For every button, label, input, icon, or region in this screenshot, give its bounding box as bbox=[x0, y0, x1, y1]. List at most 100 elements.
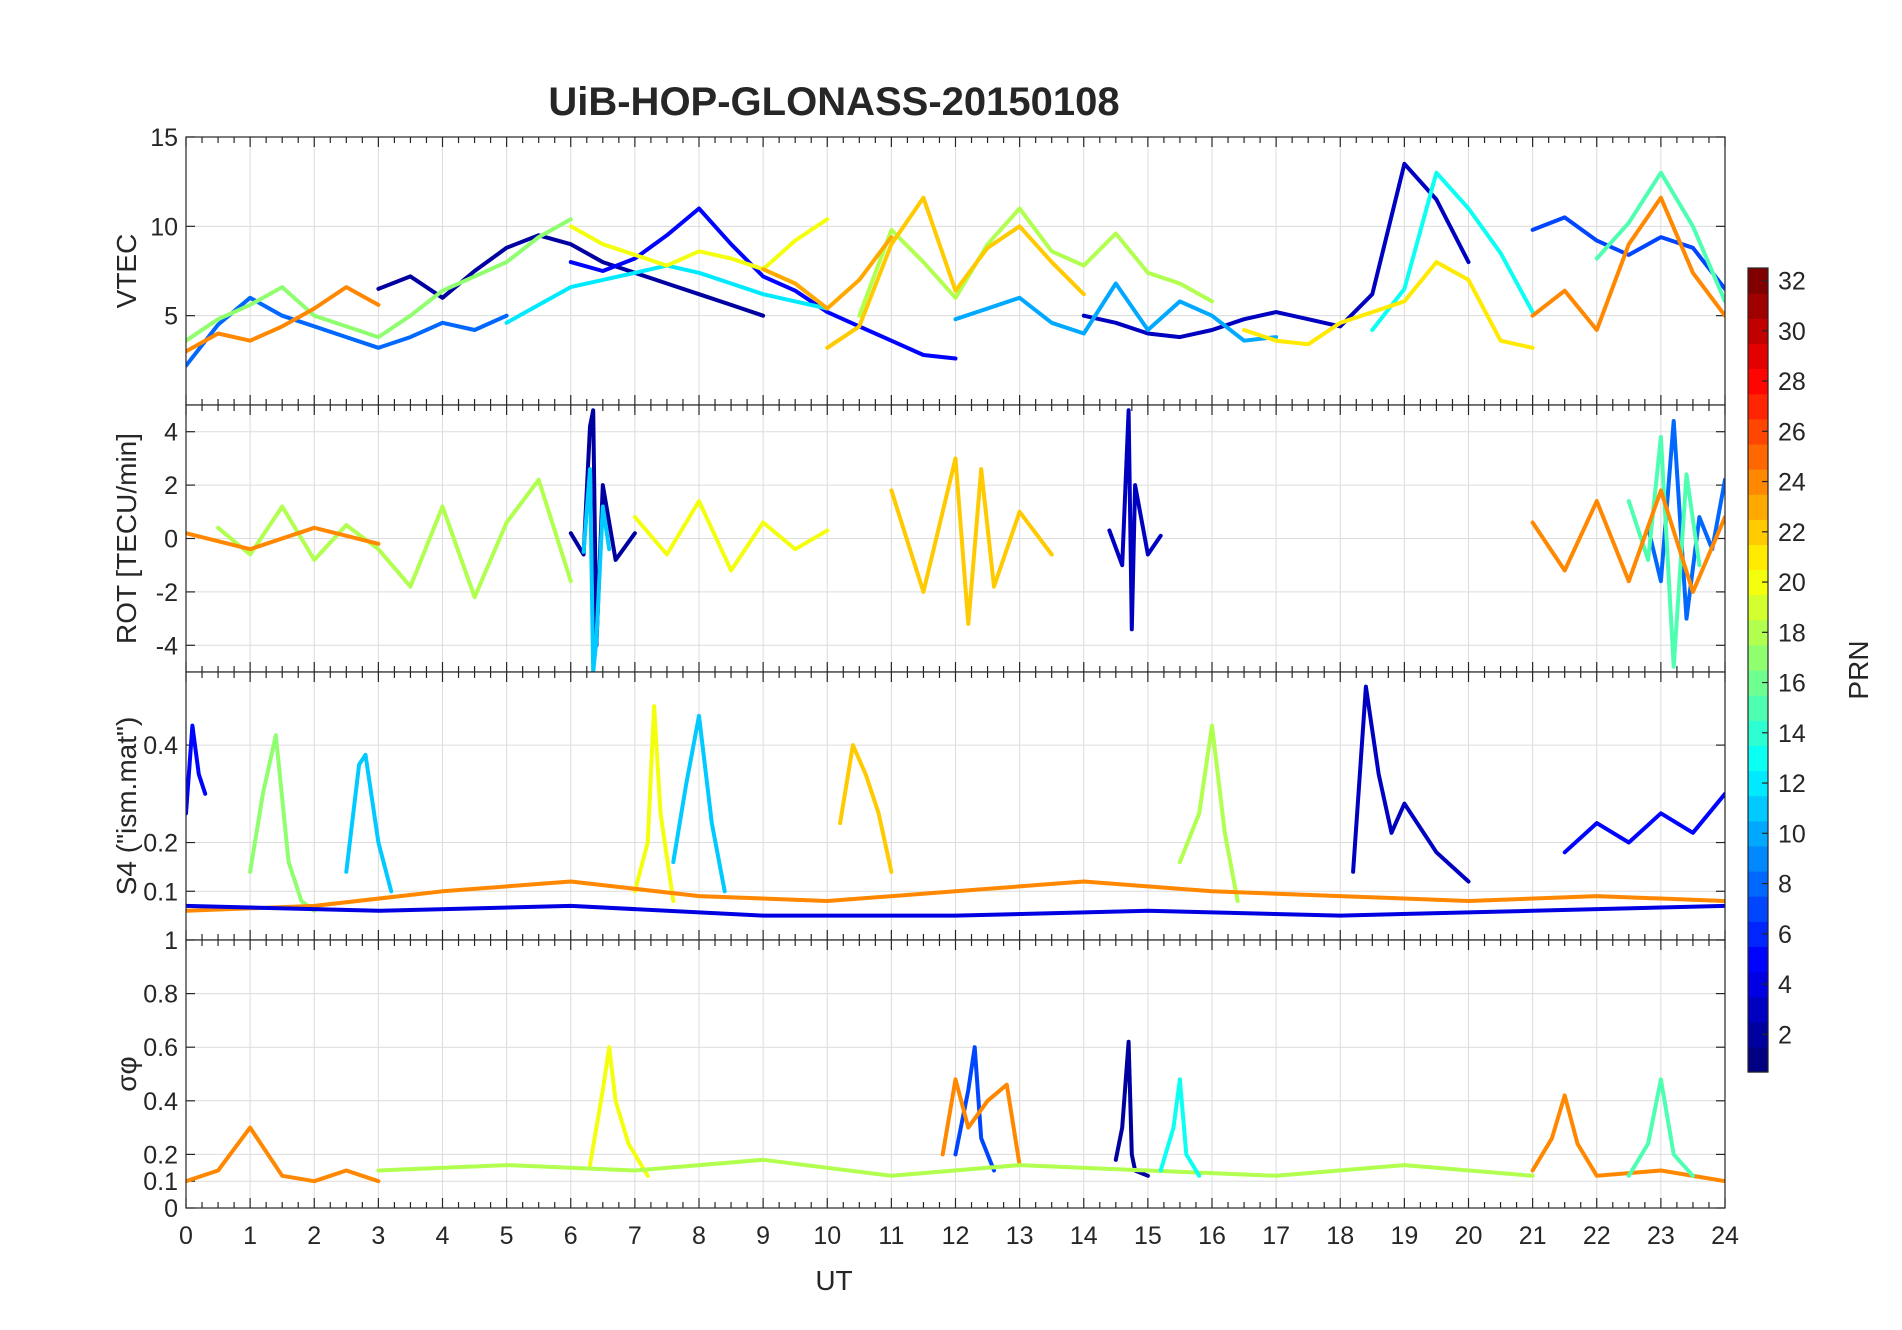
y-tick-label: 0.8 bbox=[143, 981, 178, 1009]
series-prn-24 bbox=[1530, 1093, 1725, 1184]
series-prn-4 bbox=[186, 903, 1725, 918]
colorbar-segment bbox=[1748, 946, 1768, 973]
colorbar-segment bbox=[1748, 469, 1768, 495]
colorbar-tick-label: 6 bbox=[1778, 921, 1792, 949]
x-tick-label: 9 bbox=[756, 1222, 770, 1250]
colorbar-segment bbox=[1748, 720, 1768, 746]
chart-title: UiB-HOP-GLONASS-20150108 bbox=[548, 80, 1119, 124]
colorbar-tick-label: 26 bbox=[1778, 418, 1806, 446]
colorbar-segment bbox=[1748, 896, 1768, 922]
y-tick-label: 0.1 bbox=[143, 1168, 178, 1196]
colorbar-segment bbox=[1748, 494, 1768, 520]
series-prn-18 bbox=[857, 206, 1214, 318]
colorbar-tick-label: 12 bbox=[1778, 770, 1806, 798]
y-tick-label: 0.4 bbox=[143, 732, 178, 760]
y-tick-label: 15 bbox=[150, 124, 178, 152]
x-tick-label: 18 bbox=[1326, 1222, 1354, 1250]
series-prn-10 bbox=[953, 281, 1279, 343]
series-prn-18 bbox=[1177, 723, 1240, 903]
colorbar-segment bbox=[1748, 343, 1768, 370]
series-prn-11 bbox=[581, 467, 612, 672]
x-tick-label: 19 bbox=[1390, 1222, 1418, 1250]
series-prn-15 bbox=[1626, 1077, 1695, 1178]
y-tick-label: 2 bbox=[164, 472, 178, 500]
colorbar-segment bbox=[1748, 268, 1768, 294]
series-prn-23 bbox=[761, 235, 894, 311]
x-tick-label: 11 bbox=[878, 1222, 904, 1250]
series-prn-24 bbox=[186, 1125, 381, 1184]
colorbar-segment bbox=[1748, 845, 1768, 872]
colorbar-tick-label: 2 bbox=[1778, 1021, 1792, 1049]
x-tick-label: 24 bbox=[1711, 1222, 1739, 1250]
series-prn-22 bbox=[889, 456, 1054, 626]
y-tick-label: 0.2 bbox=[143, 830, 178, 858]
y-axis-label: ROT [TECU/min] bbox=[111, 433, 142, 644]
series-prn-22 bbox=[838, 743, 894, 874]
colorbar-segment bbox=[1748, 569, 1768, 596]
colorbar-segment bbox=[1748, 318, 1768, 344]
colorbar-segment bbox=[1748, 519, 1768, 545]
colorbar-tick-label: 4 bbox=[1778, 971, 1792, 999]
colorbar-segment bbox=[1748, 695, 1768, 721]
series-prn-11 bbox=[671, 713, 727, 894]
colorbar-segment bbox=[1748, 594, 1768, 621]
series-prn-8 bbox=[186, 295, 509, 368]
x-tick-label: 22 bbox=[1583, 1222, 1611, 1250]
x-tick-label: 4 bbox=[436, 1222, 450, 1250]
colorbar-segment bbox=[1748, 443, 1768, 470]
series-prn-24 bbox=[1530, 195, 1725, 332]
x-tick-label: 3 bbox=[371, 1222, 385, 1250]
x-tick-label: 1 bbox=[243, 1222, 257, 1250]
series-prn-20 bbox=[588, 1045, 650, 1178]
x-tick-label: 15 bbox=[1134, 1222, 1162, 1250]
y-tick-label: 0.4 bbox=[143, 1088, 178, 1116]
colorbar-segment bbox=[1748, 1046, 1768, 1073]
x-tick-label: 13 bbox=[1006, 1222, 1034, 1250]
colorbar-tick-label: 22 bbox=[1778, 519, 1806, 547]
series-prn-5 bbox=[568, 206, 958, 361]
colorbar-tick-label: 24 bbox=[1778, 469, 1806, 497]
colorbar-frame bbox=[1747, 267, 1769, 1073]
colorbar-segment bbox=[1748, 921, 1768, 947]
colorbar-tick-label: 18 bbox=[1778, 619, 1806, 647]
y-tick-label: 0.6 bbox=[143, 1034, 178, 1062]
colorbar-segment bbox=[1748, 770, 1768, 797]
y-tick-label: 4 bbox=[164, 419, 178, 447]
x-tick-label: 16 bbox=[1198, 1222, 1226, 1250]
series-prn-13 bbox=[1370, 170, 1535, 332]
series-prn-3 bbox=[1351, 684, 1471, 884]
series-prn-5 bbox=[1562, 791, 1725, 855]
series-group bbox=[186, 684, 1725, 918]
panel-2: -4 -2 0 2 4 ROT [TECU/min] bbox=[111, 404, 1726, 673]
y-tick-label: 0.1 bbox=[143, 878, 178, 906]
colorbar-segment bbox=[1748, 393, 1768, 420]
panel-1: 5 10 15 VTEC bbox=[111, 124, 1726, 406]
colorbar-segment bbox=[1748, 644, 1768, 671]
colorbar-segment bbox=[1748, 745, 1768, 772]
y-axis-label: σφ bbox=[111, 1056, 142, 1091]
x-tick-label: 7 bbox=[628, 1222, 642, 1250]
colorbar-segment bbox=[1748, 871, 1768, 897]
x-tick-label: 20 bbox=[1455, 1222, 1483, 1250]
colorbar-tick-label: 30 bbox=[1778, 318, 1806, 346]
panel-4: 00.10.2 0.4 0.6 0.8 1 σφ bbox=[111, 927, 1726, 1223]
x-tick-label: 8 bbox=[692, 1222, 706, 1250]
colorbar-tick-label: 8 bbox=[1778, 871, 1792, 899]
series-prn-17 bbox=[186, 217, 573, 343]
series-prn-3 bbox=[1107, 408, 1163, 632]
series-prn-18 bbox=[376, 1157, 1535, 1178]
colorbar-segment bbox=[1748, 670, 1768, 696]
x-tick-label: 21 bbox=[1519, 1222, 1547, 1250]
y-tick-label: 0.2 bbox=[143, 1141, 178, 1169]
y-tick-label: 0 bbox=[164, 1195, 178, 1223]
series-prn-18 bbox=[216, 477, 573, 600]
colorbar-tick-label: 32 bbox=[1778, 268, 1806, 296]
colorbar-segment bbox=[1748, 544, 1768, 571]
series-prn-15 bbox=[1626, 435, 1702, 669]
series-group bbox=[186, 161, 1725, 368]
colorbar-segment bbox=[1748, 996, 1768, 1023]
colorbar-segment bbox=[1748, 368, 1768, 395]
series-prn-24 bbox=[186, 879, 1725, 913]
series-prn-5 bbox=[186, 723, 208, 816]
